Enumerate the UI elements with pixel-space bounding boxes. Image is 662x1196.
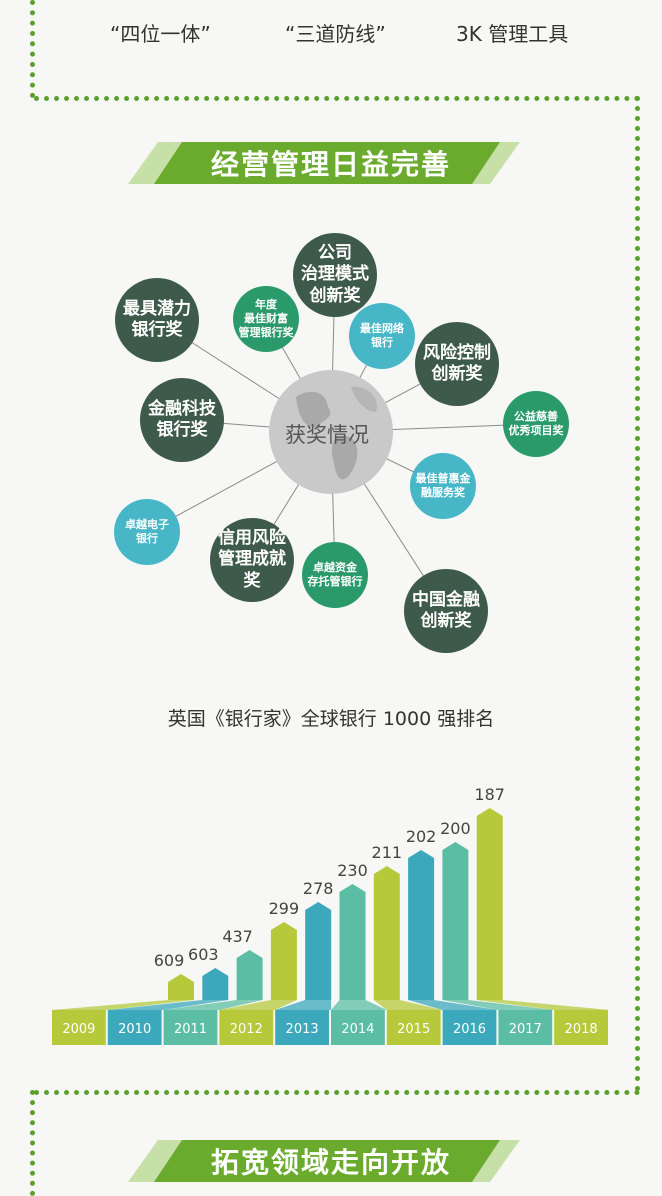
data-label: 299 (269, 899, 300, 918)
year-label: 2013 (286, 1022, 319, 1037)
bar (408, 850, 435, 1000)
year-label: 2011 (174, 1022, 207, 1037)
data-label: 202 (406, 827, 437, 846)
chart-title: 英国《银行家》全球银行 1000 强排名 (167, 708, 495, 730)
bar-connector (373, 1000, 443, 1010)
award-node: 最佳网络 银行 (349, 303, 415, 369)
bar (442, 842, 469, 1000)
globe-graphic (269, 370, 393, 494)
ranking-chart: 609 2009 603 2010 437 2011 299 2012 278 2013 230 20… (52, 785, 610, 1045)
year-label: 2009 (62, 1022, 95, 1037)
dotted-border-bottom (34, 1090, 640, 1095)
data-label: 187 (474, 785, 505, 804)
bar (236, 950, 263, 1000)
bar (476, 808, 503, 1000)
bar (339, 884, 366, 1000)
top-item-2: “三道防线” (285, 22, 386, 46)
top-item-3: 3K 管理工具 (456, 22, 569, 46)
award-node: 公司 治理模式 创新奖 (293, 233, 377, 317)
data-label: 603 (188, 945, 219, 964)
bar-connector (219, 1000, 297, 1010)
year-segment (554, 1010, 608, 1045)
top-item-1: “四位一体” (110, 22, 211, 46)
section-banner-2 (128, 1140, 520, 1182)
year-label: 2010 (118, 1022, 151, 1037)
year-label: 2016 (453, 1022, 486, 1037)
data-label: 437 (222, 927, 253, 946)
award-node: 信用风险 管理成就奖 (210, 518, 294, 602)
section-banner-1 (128, 142, 520, 184)
award-node: 风险控制 创新奖 (415, 322, 499, 406)
year-segment (52, 1010, 106, 1045)
year-segment (386, 1010, 441, 1045)
bar-connector (331, 1000, 387, 1010)
year-segment (498, 1010, 553, 1045)
award-node: 中国金融 创新奖 (404, 569, 488, 653)
bar-connector (107, 1000, 229, 1010)
bar (168, 974, 194, 1000)
dotted-border-right (635, 96, 640, 1092)
data-label: 609 (154, 951, 185, 970)
award-node: 金融科技 银行奖 (140, 378, 224, 462)
award-node: 最佳普惠金 融服务奖 (410, 453, 476, 519)
year-label: 2015 (397, 1022, 430, 1037)
year-segment (163, 1010, 218, 1045)
section-title-2: 拓宽领域走向开放 (210, 1146, 451, 1179)
data-label: 211 (372, 843, 403, 862)
bar-connector (52, 1000, 194, 1010)
dotted-border-top (34, 96, 640, 101)
year-segment (107, 1010, 162, 1045)
bar-connector (442, 1000, 555, 1010)
year-segment (331, 1010, 385, 1045)
bar (202, 968, 229, 1000)
globe-label: 获奖情况 (285, 423, 369, 447)
bar (373, 866, 400, 1000)
year-label: 2017 (509, 1022, 542, 1037)
dotted-border-left-top (30, 0, 35, 98)
data-label: 200 (440, 819, 471, 838)
year-label: 2018 (565, 1022, 598, 1037)
bar (305, 902, 332, 1000)
bar-connector (476, 1000, 610, 1010)
data-label: 278 (303, 879, 334, 898)
award-node: 年度 最佳财富 管理银行奖 (233, 286, 299, 352)
award-node: 最具潜力 银行奖 (115, 278, 199, 362)
year-segment (219, 1010, 274, 1045)
data-label: 230 (337, 861, 368, 880)
year-segment (442, 1010, 497, 1045)
bar (270, 922, 297, 1000)
award-node: 公益慈善 优秀项目奖 (503, 391, 569, 457)
year-label: 2012 (230, 1022, 263, 1037)
award-node: 卓越电子 银行 (114, 499, 180, 565)
section-title-1: 经营管理日益完善 (210, 148, 451, 181)
dotted-border-left-bottom (30, 1090, 35, 1196)
bar-connector (408, 1000, 499, 1010)
bar-connector (163, 1000, 263, 1010)
year-label: 2014 (341, 1022, 374, 1037)
bar-connector (275, 1000, 332, 1010)
year-segment (275, 1010, 329, 1045)
award-node: 卓越资金 存托管银行 (302, 542, 368, 608)
